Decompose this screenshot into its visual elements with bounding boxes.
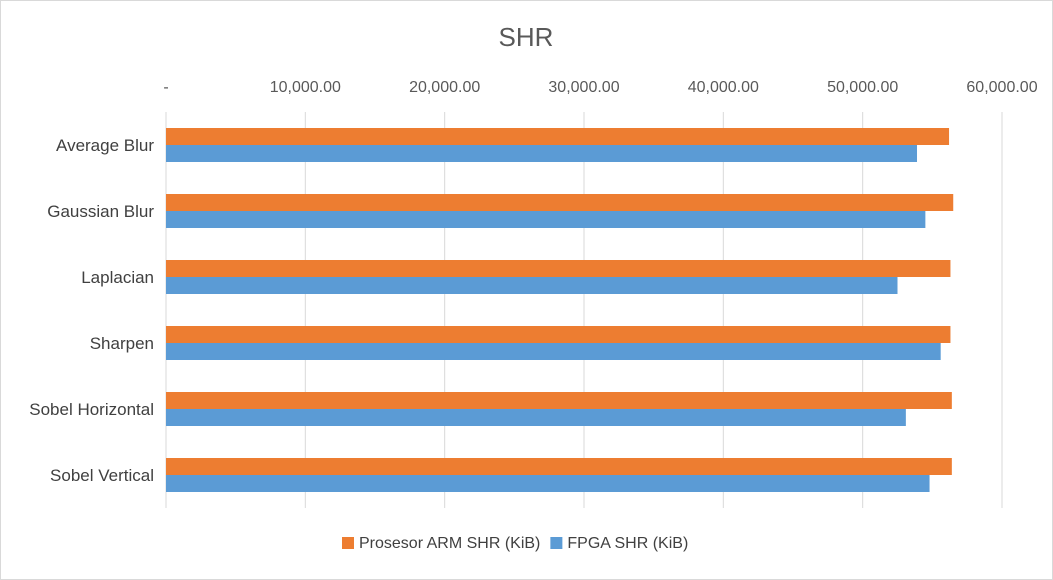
legend-swatch — [342, 537, 354, 549]
category-label: Sobel Vertical — [50, 466, 154, 485]
bar-fpga — [166, 277, 898, 294]
legend-swatch — [550, 537, 563, 549]
bar-arm — [166, 458, 952, 475]
bar-arm — [166, 260, 951, 277]
category-labels: Average Blur Gaussian Blur Laplacian Sharpe… — [29, 136, 154, 485]
bar-fpga — [166, 409, 906, 426]
x-tick-label: 30,000.00 — [548, 79, 619, 96]
x-axis-ticks: - 10,000.00 20,000.00 30,000.00 40,000.00 50,… — [163, 79, 1037, 96]
legend: Prosesor ARM SHR (KiB) FPGA SHR (KiB) — [342, 535, 688, 552]
bar-arm — [166, 194, 954, 211]
bar-fpga — [166, 145, 918, 162]
category-label: Gaussian Blur — [47, 202, 154, 221]
x-tick-label: - — [163, 79, 168, 96]
gridlines — [165, 112, 1003, 508]
chart-title: SHR — [499, 22, 554, 52]
x-tick-label: 20,000.00 — [409, 79, 480, 96]
x-tick-label: 10,000.00 — [270, 79, 341, 96]
bars — [166, 128, 954, 492]
legend-label: FPGA SHR (KiB) — [567, 535, 688, 552]
x-tick-label: 60,000.00 — [966, 79, 1037, 96]
x-tick-label: 40,000.00 — [688, 79, 759, 96]
category-label: Average Blur — [56, 136, 154, 155]
legend-label: Prosesor ARM SHR (KiB) — [359, 535, 540, 552]
bar-fpga — [166, 343, 941, 360]
bar-arm — [166, 392, 952, 409]
bar-fpga — [166, 211, 926, 228]
category-label: Sobel Horizontal — [29, 400, 154, 419]
x-tick-label: 50,000.00 — [827, 79, 898, 96]
bar-arm — [166, 128, 950, 145]
bar-fpga — [166, 475, 930, 492]
category-label: Sharpen — [90, 334, 154, 353]
category-label: Laplacian — [81, 268, 154, 287]
bar-arm — [166, 326, 951, 343]
